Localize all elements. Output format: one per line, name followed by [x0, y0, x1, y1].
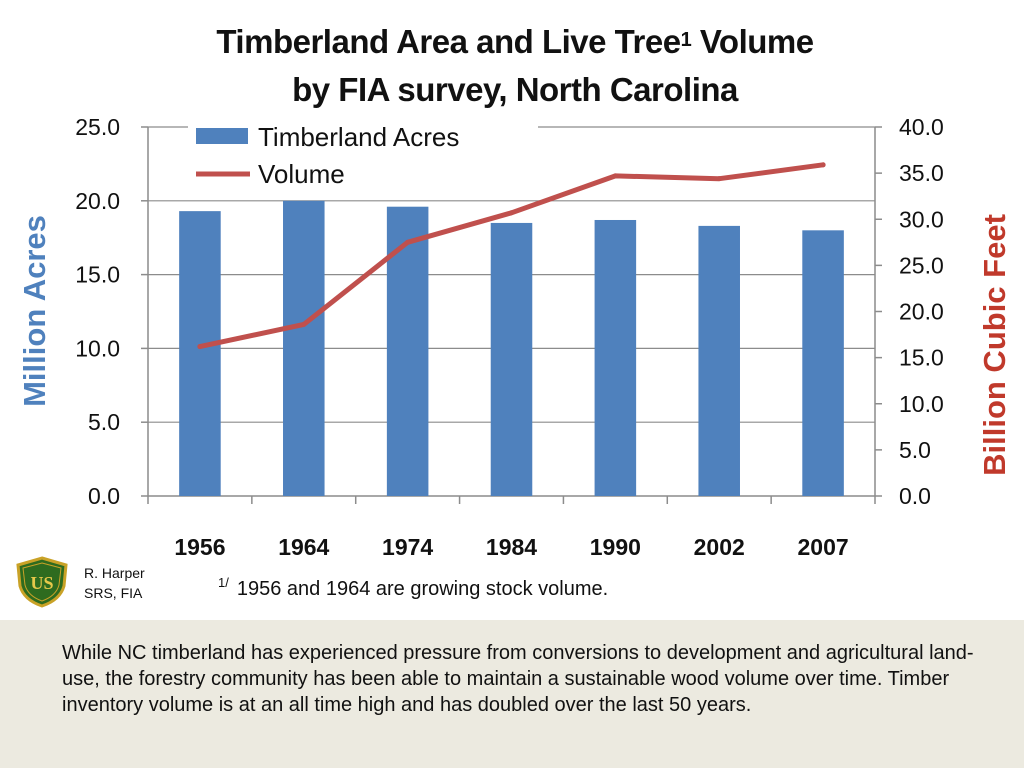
bar-1990	[594, 219, 637, 496]
caption: While NC timberland has experienced pres…	[62, 642, 974, 716]
right-tick-label: 40.0	[899, 114, 944, 140]
title-line2: by FIA survey, North Carolina	[292, 71, 738, 108]
left-tick-label: 20.0	[75, 188, 120, 214]
left-tick-label: 10.0	[75, 335, 120, 361]
volume-point-2007	[820, 162, 826, 168]
volume-point-1990	[612, 173, 618, 179]
volume-point-1964	[301, 321, 307, 327]
footnote: 1/1956 and 1964 are growing stock volume…	[218, 575, 609, 601]
legend-label-bars: Timberland Acres	[258, 122, 459, 152]
volume-point-1956	[197, 344, 203, 350]
bar-1964	[283, 200, 325, 497]
credit: R. Harper SRS, FIA	[84, 563, 145, 603]
y-left-axis-title: Million Acres	[17, 215, 52, 407]
bar-1984	[490, 222, 533, 496]
right-tick-label: 20.0	[899, 299, 944, 325]
right-tick-label: 25.0	[899, 252, 944, 278]
credit-author: R. Harper	[84, 565, 145, 581]
bar-1974	[386, 206, 429, 497]
right-tick-label: 30.0	[899, 206, 944, 232]
title-line1-end: Volume	[691, 23, 814, 60]
x-tick-label: 1984	[486, 534, 537, 560]
left-tick-label: 15.0	[75, 262, 120, 288]
volume-point-1974	[405, 239, 411, 245]
left-tick-label: 5.0	[88, 409, 120, 435]
footnote-marker: 1/	[218, 575, 229, 590]
chart: 0.0 5.0 10.0 15.0 20.0 25.0 0.0 5.0 10.0 15.0 20.0…	[17, 114, 1012, 560]
right-tick-label: 0.0	[899, 483, 931, 509]
legend-label-line: Volume	[258, 159, 345, 189]
right-tick-label: 5.0	[899, 437, 931, 463]
right-tick-label: 10.0	[899, 391, 944, 417]
forest-service-shield-icon: US	[16, 556, 68, 608]
volume-point-1984	[509, 210, 514, 216]
credit-org: SRS, FIA	[84, 585, 143, 601]
x-tick-label: 1974	[382, 534, 433, 560]
logo-letters: US	[30, 573, 53, 593]
x-tick-label: 1956	[174, 534, 225, 560]
title-line1-main: Timberland Area and Live Tree	[216, 23, 681, 60]
title-superscript: 1	[680, 29, 692, 51]
x-tick-label: 2007	[797, 534, 848, 560]
footnote-text: 1956 and 1964 are growing stock volume.	[236, 578, 609, 600]
bar-2007	[802, 230, 844, 496]
left-tick-label: 0.0	[88, 483, 120, 509]
right-tick-label: 35.0	[899, 160, 944, 186]
bar-2002	[698, 225, 740, 496]
left-tick-label: 25.0	[75, 114, 120, 140]
chart-title: Timberland Area and Live Tree1 Volume by…	[130, 18, 900, 114]
y-right-axis-title: Billion Cubic Feet	[977, 214, 1012, 476]
right-tick-label: 15.0	[899, 345, 944, 371]
x-tick-label: 2002	[694, 534, 745, 560]
legend-swatch-bars	[196, 128, 248, 144]
legend-box	[188, 114, 538, 190]
bar-1956	[179, 211, 221, 496]
x-tick-label: 1964	[278, 534, 329, 560]
volume-point-2002	[716, 176, 722, 182]
x-tick-label: 1990	[590, 534, 641, 560]
